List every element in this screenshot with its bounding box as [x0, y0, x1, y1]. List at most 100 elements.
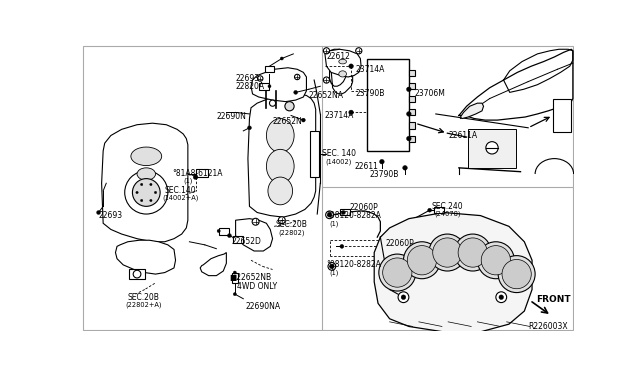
- Circle shape: [268, 85, 271, 88]
- Bar: [435, 207, 444, 213]
- Text: SEC. 140: SEC. 140: [322, 150, 356, 158]
- Bar: [340, 209, 349, 215]
- Bar: [409, 96, 415, 102]
- Text: SEC.240: SEC.240: [431, 202, 463, 211]
- Bar: [259, 83, 269, 90]
- Circle shape: [301, 118, 305, 122]
- Circle shape: [327, 212, 332, 217]
- Circle shape: [406, 87, 411, 92]
- Circle shape: [326, 211, 333, 219]
- Polygon shape: [236, 219, 273, 251]
- Circle shape: [429, 234, 466, 271]
- Circle shape: [398, 292, 409, 302]
- Circle shape: [257, 76, 263, 81]
- Bar: [129, 269, 145, 279]
- Text: 22690NA: 22690NA: [246, 302, 281, 311]
- Polygon shape: [251, 68, 307, 102]
- Circle shape: [379, 254, 416, 291]
- Circle shape: [502, 260, 531, 289]
- Circle shape: [477, 242, 515, 279]
- Ellipse shape: [268, 177, 292, 205]
- Text: 22690N: 22690N: [216, 112, 246, 121]
- Text: 22652NA: 22652NA: [308, 91, 344, 100]
- Text: 22820A: 22820A: [236, 81, 265, 91]
- Text: 23714A: 23714A: [356, 65, 385, 74]
- Circle shape: [498, 256, 535, 293]
- Circle shape: [454, 234, 492, 271]
- Polygon shape: [460, 103, 484, 119]
- Text: 22693: 22693: [99, 211, 123, 220]
- Text: SEC.20B: SEC.20B: [128, 293, 159, 302]
- Polygon shape: [115, 240, 175, 274]
- Text: °08120-8282A: °08120-8282A: [326, 211, 381, 220]
- Text: °08120-8282A: °08120-8282A: [326, 260, 381, 269]
- Text: 22611A: 22611A: [448, 131, 477, 140]
- Circle shape: [136, 191, 138, 194]
- Circle shape: [323, 77, 330, 83]
- Circle shape: [486, 142, 498, 154]
- Circle shape: [217, 230, 220, 232]
- Circle shape: [349, 110, 353, 115]
- Text: 22652N: 22652N: [273, 117, 302, 126]
- Text: 4WD ONLY: 4WD ONLY: [237, 282, 277, 291]
- Circle shape: [252, 218, 259, 225]
- Circle shape: [349, 64, 353, 68]
- Circle shape: [458, 238, 488, 267]
- Circle shape: [132, 179, 160, 206]
- Text: R226003X: R226003X: [528, 322, 568, 331]
- Circle shape: [234, 293, 236, 296]
- Ellipse shape: [339, 59, 346, 64]
- Circle shape: [383, 258, 412, 287]
- Bar: [409, 122, 415, 129]
- Text: 22612: 22612: [326, 52, 350, 61]
- Text: 22611: 22611: [354, 163, 378, 171]
- Bar: [409, 109, 415, 115]
- Bar: [310, 131, 319, 177]
- Circle shape: [328, 263, 336, 270]
- Text: ■22652NB: ■22652NB: [230, 273, 271, 282]
- Circle shape: [280, 57, 284, 60]
- Text: FRONT: FRONT: [536, 295, 570, 304]
- Circle shape: [294, 90, 298, 94]
- Ellipse shape: [266, 150, 294, 183]
- Bar: [232, 235, 243, 243]
- Circle shape: [97, 211, 100, 214]
- Circle shape: [278, 217, 285, 224]
- Text: (1): (1): [330, 269, 339, 276]
- Circle shape: [401, 295, 406, 299]
- Text: (22802): (22802): [279, 230, 305, 236]
- Text: 22060P: 22060P: [349, 203, 378, 212]
- Circle shape: [380, 159, 384, 164]
- Circle shape: [125, 171, 168, 214]
- Ellipse shape: [266, 119, 294, 153]
- Circle shape: [154, 191, 157, 194]
- Text: (1): (1): [183, 178, 193, 185]
- Circle shape: [227, 234, 232, 238]
- Circle shape: [141, 183, 143, 186]
- Polygon shape: [102, 123, 188, 242]
- Text: 22060P: 22060P: [386, 239, 415, 248]
- Text: (22802+A): (22802+A): [125, 302, 162, 308]
- Text: (1): (1): [330, 220, 339, 227]
- Bar: [468, 129, 516, 168]
- Circle shape: [403, 242, 440, 279]
- Ellipse shape: [137, 168, 156, 180]
- Circle shape: [133, 270, 141, 278]
- Text: 22693: 22693: [236, 74, 260, 83]
- Circle shape: [356, 48, 362, 54]
- Polygon shape: [330, 49, 353, 94]
- Circle shape: [496, 292, 507, 302]
- Bar: [409, 135, 415, 142]
- Bar: [367, 58, 409, 151]
- Bar: [265, 66, 274, 73]
- Circle shape: [269, 100, 276, 106]
- Circle shape: [433, 238, 462, 267]
- Text: 23790B: 23790B: [356, 89, 385, 98]
- Polygon shape: [248, 94, 316, 217]
- Circle shape: [323, 48, 330, 54]
- Text: (24078): (24078): [435, 211, 461, 218]
- Bar: [219, 228, 228, 235]
- Polygon shape: [374, 212, 532, 332]
- Circle shape: [340, 244, 344, 248]
- Circle shape: [193, 175, 198, 179]
